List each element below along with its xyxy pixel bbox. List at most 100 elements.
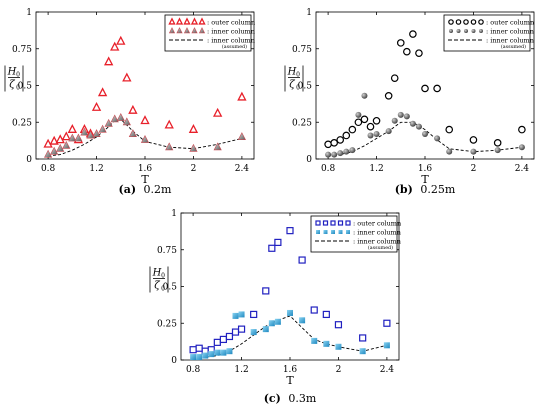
data-point bbox=[287, 309, 293, 316]
caption-tag: (b) bbox=[395, 183, 413, 196]
ylabel-denominator-sub: 0 bbox=[161, 286, 165, 293]
chart-marks bbox=[189, 227, 391, 361]
data-point bbox=[55, 134, 65, 144]
data-point bbox=[225, 332, 234, 341]
legend-label: : inner column bbox=[353, 229, 401, 237]
data-point bbox=[359, 334, 367, 342]
data-point bbox=[322, 220, 329, 226]
data-point bbox=[103, 56, 114, 66]
data-point bbox=[237, 325, 246, 333]
data-point bbox=[449, 29, 453, 33]
data-point bbox=[493, 139, 502, 147]
x-tick-label: 0.8 bbox=[186, 365, 201, 375]
data-point bbox=[274, 238, 282, 246]
data-point bbox=[168, 17, 176, 25]
x-tick-label: 2.4 bbox=[515, 164, 530, 174]
data-point bbox=[455, 19, 462, 25]
data-point bbox=[445, 125, 454, 134]
data-point bbox=[68, 133, 77, 142]
data-point bbox=[367, 132, 374, 139]
data-point bbox=[470, 19, 477, 25]
caption-text: 0.2m bbox=[144, 183, 172, 196]
data-point bbox=[384, 91, 393, 100]
ylabel-numerator-sub: 0 bbox=[161, 273, 165, 280]
data-point bbox=[140, 115, 150, 125]
x-tick-label: 2 bbox=[191, 164, 197, 174]
caption-tag: (c) bbox=[264, 392, 281, 405]
legend-note: (assumed) bbox=[368, 244, 393, 251]
data-point bbox=[164, 119, 174, 129]
data-point bbox=[391, 117, 398, 124]
data-point bbox=[175, 17, 184, 25]
data-point bbox=[188, 123, 199, 133]
data-point bbox=[213, 338, 221, 346]
data-point bbox=[415, 49, 423, 57]
data-point bbox=[471, 29, 476, 33]
y-axis-label: H 0ζ 0 bbox=[4, 65, 24, 92]
x-tick-label: 1.6 bbox=[283, 365, 298, 375]
data-point bbox=[189, 143, 198, 152]
data-point bbox=[91, 101, 102, 111]
x-tick-label: 0.8 bbox=[321, 164, 336, 174]
data-point bbox=[128, 104, 138, 114]
data-point bbox=[98, 124, 107, 133]
data-point bbox=[116, 35, 126, 45]
data-point bbox=[231, 328, 240, 336]
data-point bbox=[61, 131, 71, 141]
data-point bbox=[403, 47, 411, 56]
ylabel-numerator: H bbox=[287, 67, 297, 78]
data-point bbox=[336, 136, 345, 144]
y-axis-label: H 0ζ 0 bbox=[284, 65, 304, 92]
chart-panel-b: 0.8 1.2 1.6 2 2.4 0 0.25 0.5 0.75 1 : outer colum… bbox=[284, 8, 535, 196]
y-tick-label: 0.25 bbox=[157, 319, 177, 329]
data-point bbox=[348, 125, 357, 134]
y-tick-label: 0.75 bbox=[292, 45, 312, 55]
data-point bbox=[335, 343, 342, 350]
data-point bbox=[198, 17, 206, 25]
data-point bbox=[56, 143, 65, 152]
data-point bbox=[110, 41, 120, 51]
data-point bbox=[390, 74, 399, 82]
data-point bbox=[190, 354, 197, 361]
y-tick-label: 0.75 bbox=[157, 246, 177, 256]
caption-b: (b) 0.25m bbox=[395, 183, 456, 196]
data-point bbox=[325, 151, 332, 158]
data-point bbox=[409, 30, 417, 38]
caption-text: 0.3m bbox=[288, 392, 316, 405]
data-point bbox=[110, 114, 119, 123]
data-point bbox=[354, 118, 363, 127]
data-point bbox=[446, 148, 453, 155]
legend: : outer column: inner column: inner colu… bbox=[443, 14, 534, 52]
data-point bbox=[409, 120, 416, 127]
data-point bbox=[330, 220, 336, 226]
legend: : outer column: inner column: inner colu… bbox=[310, 215, 401, 253]
data-point bbox=[49, 135, 59, 145]
data-point bbox=[311, 337, 318, 344]
legend-label: : outer column bbox=[207, 19, 255, 27]
data-point bbox=[165, 142, 174, 151]
data-point bbox=[190, 17, 199, 25]
data-point bbox=[518, 125, 526, 134]
data-point bbox=[494, 147, 501, 154]
y-tick-label: 0.25 bbox=[292, 118, 312, 128]
x-tick-label: 2.4 bbox=[235, 164, 250, 174]
y-tick-label: 0.5 bbox=[18, 82, 33, 92]
data-point bbox=[286, 227, 294, 235]
data-point bbox=[403, 113, 410, 120]
data-point bbox=[213, 142, 222, 151]
chart-marks bbox=[324, 30, 526, 158]
data-point bbox=[250, 310, 258, 319]
data-point bbox=[44, 149, 53, 158]
ylabel-numerator: H bbox=[7, 67, 17, 78]
data-point bbox=[470, 148, 477, 155]
data-point bbox=[463, 19, 469, 25]
data-point bbox=[238, 311, 245, 318]
data-point bbox=[469, 136, 478, 144]
data-point bbox=[310, 306, 318, 314]
x-tick-label: 2.4 bbox=[380, 365, 395, 375]
x-axis-label: T bbox=[286, 374, 294, 387]
data-point bbox=[298, 256, 306, 264]
tick-labels: 0.8 1.2 1.6 2 2.4 0 0.25 0.5 0.75 1 bbox=[12, 8, 249, 174]
data-point bbox=[80, 127, 89, 136]
data-point bbox=[415, 123, 422, 130]
